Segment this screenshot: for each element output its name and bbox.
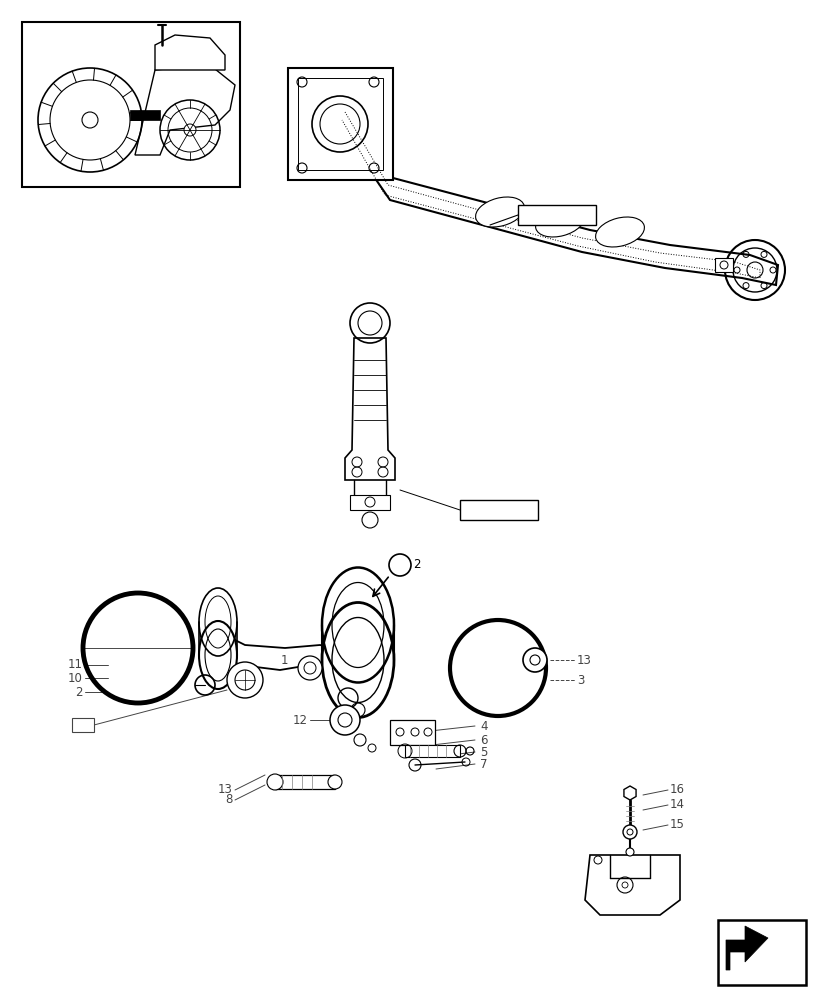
Circle shape <box>327 775 342 789</box>
Text: 2: 2 <box>413 558 420 572</box>
Text: 13: 13 <box>218 783 232 796</box>
Text: 5: 5 <box>480 746 487 758</box>
Text: 2: 2 <box>75 686 83 698</box>
Bar <box>404 745 460 757</box>
Bar <box>715 258 732 272</box>
Text: 4: 4 <box>480 720 487 732</box>
Bar <box>72 718 94 732</box>
Ellipse shape <box>595 217 643 247</box>
Text: PAG. I: PAG. I <box>521 210 557 223</box>
Text: 3: 3 <box>576 674 584 686</box>
Text: PAG. 2: PAG. 2 <box>463 504 504 518</box>
Circle shape <box>227 662 263 698</box>
Ellipse shape <box>198 621 237 689</box>
Text: 14: 14 <box>669 798 684 811</box>
Text: 10: 10 <box>68 672 83 684</box>
Text: 12: 12 <box>293 714 308 726</box>
Polygon shape <box>155 35 225 70</box>
Bar <box>717 920 805 985</box>
Text: 11: 11 <box>68 658 83 672</box>
Bar <box>275 775 335 789</box>
Text: 9: 9 <box>79 718 87 732</box>
Text: 6: 6 <box>480 734 487 746</box>
Polygon shape <box>624 786 635 800</box>
Bar <box>130 110 160 120</box>
Ellipse shape <box>475 197 523 227</box>
Polygon shape <box>288 68 393 180</box>
Circle shape <box>298 656 322 680</box>
Circle shape <box>523 648 547 672</box>
Circle shape <box>330 705 360 735</box>
Polygon shape <box>345 338 394 480</box>
Circle shape <box>622 825 636 839</box>
Text: 1: 1 <box>280 654 288 666</box>
Circle shape <box>625 848 633 856</box>
Text: 8: 8 <box>225 793 232 806</box>
Ellipse shape <box>535 207 584 237</box>
Polygon shape <box>585 855 679 915</box>
Circle shape <box>184 124 196 136</box>
Bar <box>298 78 383 170</box>
Circle shape <box>304 662 316 674</box>
Bar <box>390 720 434 745</box>
Circle shape <box>235 670 255 690</box>
Text: 13: 13 <box>576 654 591 666</box>
Circle shape <box>82 112 98 128</box>
Polygon shape <box>220 635 342 670</box>
Ellipse shape <box>322 602 394 718</box>
Text: 7: 7 <box>480 758 487 770</box>
Bar <box>518 205 595 225</box>
Polygon shape <box>135 65 235 155</box>
Bar <box>460 500 538 520</box>
Polygon shape <box>335 98 777 285</box>
Circle shape <box>266 774 283 790</box>
Bar <box>350 495 390 510</box>
Polygon shape <box>725 926 767 970</box>
Bar <box>22 22 240 187</box>
Text: 16: 16 <box>669 783 684 796</box>
Text: 15: 15 <box>669 818 684 831</box>
Circle shape <box>626 829 632 835</box>
